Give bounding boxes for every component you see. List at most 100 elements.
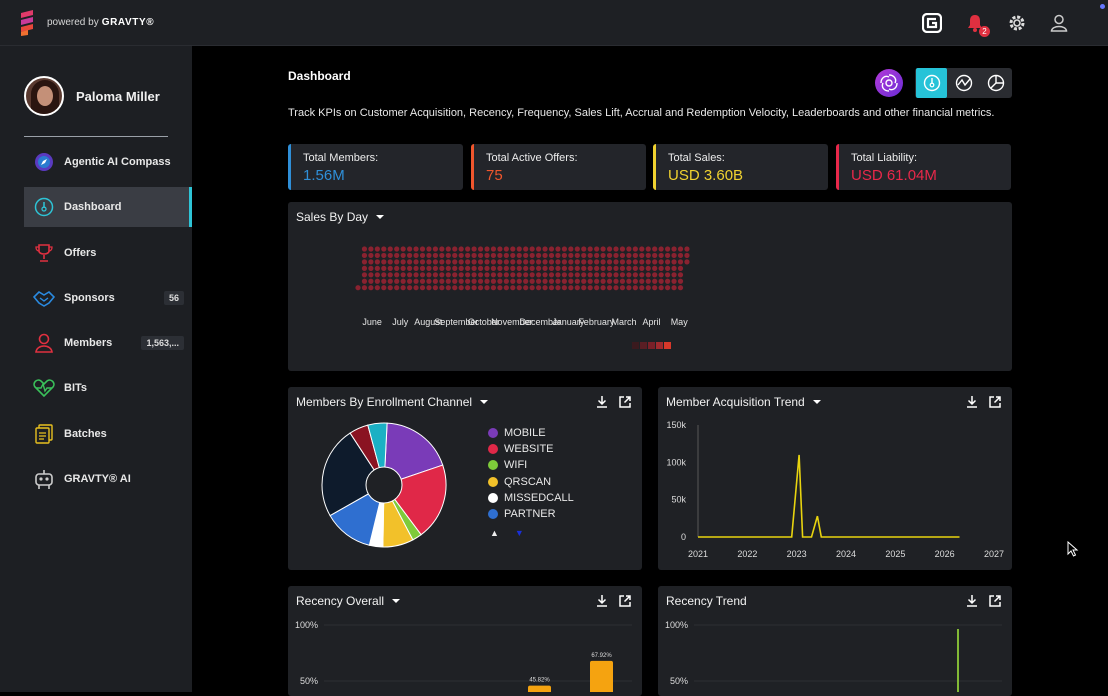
heatmap-month-label: May	[671, 317, 689, 327]
heatmap-cell	[510, 259, 516, 265]
x-tick-label: 2023	[787, 549, 807, 559]
heatmap-cell	[639, 272, 645, 278]
download-icon[interactable]	[595, 395, 609, 409]
g-app-icon[interactable]	[921, 12, 943, 34]
kpi-view-button[interactable]	[916, 68, 947, 98]
heatmap-cell	[645, 278, 651, 284]
heatmap-cell	[665, 285, 671, 291]
sidebar-item-bits[interactable]: BITs	[24, 368, 192, 408]
recency-trend-title: Recency Trend	[666, 594, 747, 608]
legend-next-icon[interactable]: ▼	[514, 528, 524, 538]
sidebar-item-agentic-ai-compass[interactable]: Agentic AI Compass	[24, 142, 192, 182]
legend-label: MOBILE	[504, 427, 546, 440]
heatmap-cell	[568, 278, 574, 284]
heatmap-cell	[413, 246, 419, 252]
download-icon[interactable]	[965, 395, 979, 409]
heatmap-cell	[516, 278, 522, 284]
gravty-logo-icon[interactable]	[18, 10, 36, 36]
recency-bar	[528, 685, 551, 692]
heatmap-cell	[574, 252, 580, 259]
pie-view-button[interactable]	[980, 68, 1011, 98]
kpi-value: 1.56M	[303, 167, 345, 184]
sidebar-nav: Agentic AI Compass Dashboard Offers Spon…	[24, 142, 192, 504]
heatmap-cell	[407, 252, 413, 259]
panel-tools	[965, 594, 1002, 608]
heatmap-cell	[684, 252, 690, 259]
heatmap-cell	[368, 265, 374, 271]
heatmap-cell	[368, 246, 374, 252]
heatmap-cell	[639, 246, 645, 252]
heatmap-cell	[407, 285, 413, 291]
notification-bell-icon[interactable]: 2	[964, 12, 990, 37]
sales-by-day-dropdown[interactable]: Sales By Day	[296, 210, 385, 224]
heatmap-cell	[510, 265, 516, 271]
trend-view-button[interactable]	[948, 68, 979, 98]
heatmap-cell	[594, 272, 600, 278]
recency-overall-dropdown[interactable]: Recency Overall	[296, 594, 401, 608]
heatmap-cell	[465, 246, 471, 252]
heatmap-cell	[645, 285, 651, 291]
sidebar-item-members[interactable]: Members 1,563,...	[24, 323, 192, 363]
member-acquisition-dropdown[interactable]: Member Acquisition Trend	[666, 395, 821, 409]
heatmap-cell	[677, 246, 684, 252]
legend-swatch	[488, 444, 498, 455]
heatmap-cell	[439, 278, 445, 284]
expand-icon[interactable]	[618, 594, 632, 608]
enrollment-channel-dropdown[interactable]: Members By Enrollment Channel	[296, 395, 489, 409]
expand-icon[interactable]	[988, 395, 1002, 409]
heatmap-scale-swatch	[664, 342, 671, 349]
heatmap-cell	[600, 285, 606, 291]
heatmap-cell	[645, 272, 651, 278]
user-profile[interactable]: Paloma Miller	[24, 76, 160, 116]
heatmap-cell	[652, 252, 658, 259]
heatmap-cell	[368, 272, 374, 278]
legend-item[interactable]: QRSCAN	[488, 474, 574, 490]
top-bar: powered by GRAVTY® 2	[0, 0, 1108, 46]
member-acquisition-line-chart: 0 50k 100k 150k 2021 2022 2023 2024 2025 2026 2027	[666, 420, 1004, 559]
heatmap-cell	[536, 278, 542, 284]
kpi-label: Total Sales:	[668, 152, 725, 164]
legend-item[interactable]: MISSEDCALL	[488, 490, 574, 506]
kpi-total-members[interactable]: Total Members: 1.56M	[288, 144, 463, 190]
expand-icon[interactable]	[988, 594, 1002, 608]
kpi-total-liability[interactable]: Total Liability: USD 61.04M	[836, 144, 1011, 190]
download-icon[interactable]	[965, 594, 979, 608]
kpi-total-sales[interactable]: Total Sales: USD 3.60B	[653, 144, 828, 190]
download-icon[interactable]	[595, 594, 609, 608]
heatmap-cell	[458, 246, 464, 252]
expand-icon[interactable]	[618, 395, 632, 409]
heatmap-cell	[368, 278, 374, 284]
ai-assistant-button[interactable]	[875, 69, 903, 97]
recency-bar	[590, 660, 613, 692]
legend-item[interactable]: PARTNER	[488, 506, 574, 522]
settings-gear-icon[interactable]	[1006, 12, 1028, 34]
sidebar-item-dashboard[interactable]: Dashboard	[24, 187, 192, 228]
legend-item[interactable]: WIFI	[488, 457, 574, 473]
heatmap-cell	[561, 246, 567, 252]
heatmap-cell	[639, 252, 645, 259]
sidebar-item-batches[interactable]: Batches	[24, 414, 192, 454]
heatmap-cell	[490, 252, 497, 259]
sidebar-item-sponsors[interactable]: Sponsors 56	[24, 278, 192, 318]
heatmap-cell	[471, 285, 477, 291]
compass-icon	[33, 151, 55, 173]
heatmap-cell	[555, 285, 561, 291]
kpi-total-active-offers[interactable]: Total Active Offers: 75	[471, 144, 646, 190]
heatmap-cell	[626, 265, 632, 271]
heatmap-month-label: September	[434, 317, 478, 327]
sidebar-item-gravty-ai[interactable]: GRAVTY® AI	[24, 459, 192, 499]
heatmap-cell	[400, 285, 406, 291]
heatmap-cell	[600, 278, 606, 284]
legend-item[interactable]: MOBILE	[488, 425, 574, 441]
heatmap-cell	[523, 265, 529, 271]
heatmap-month-label: June	[362, 317, 382, 327]
user-profile-icon[interactable]	[1048, 12, 1070, 34]
heatmap-cell	[381, 259, 387, 265]
heatmap-cell	[503, 265, 509, 271]
avatar[interactable]	[24, 76, 64, 116]
legend-prev-icon[interactable]: ▲	[490, 528, 499, 538]
legend-label: MISSEDCALL	[504, 491, 574, 504]
legend-item[interactable]: WEBSITE	[488, 441, 574, 457]
heatmap-cell	[671, 278, 677, 284]
sidebar-item-offers[interactable]: Offers	[24, 233, 192, 273]
